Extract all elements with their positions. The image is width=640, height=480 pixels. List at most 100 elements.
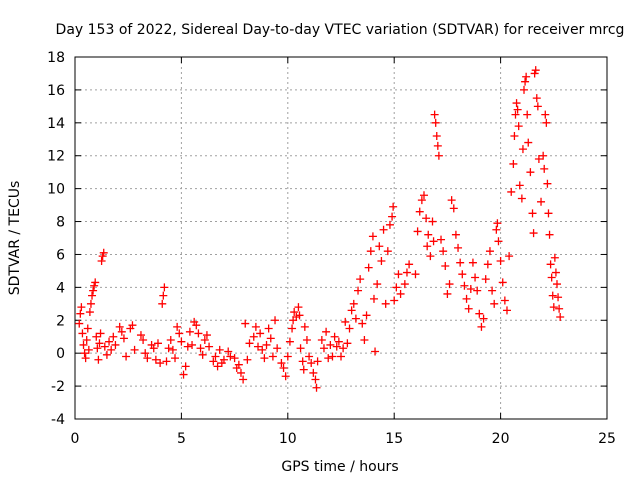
- data-point: [392, 283, 401, 292]
- data-point: [143, 354, 152, 363]
- data-point: [548, 291, 557, 300]
- data-point: [550, 253, 559, 262]
- axis-tick-labels: 0 5 10 15 20 25 -4 -2 0 2 4 6 8 10 12 14 16 18: [47, 50, 616, 447]
- data-point: [375, 242, 384, 251]
- data-point: [475, 309, 484, 318]
- data-point: [181, 362, 190, 371]
- data-point: [554, 293, 563, 302]
- data-point: [451, 230, 460, 239]
- data-point: [449, 204, 458, 213]
- data-point: [540, 164, 549, 173]
- data-point: [341, 317, 350, 326]
- data-point: [460, 281, 469, 290]
- data-point: [260, 354, 269, 363]
- data-point: [431, 118, 440, 127]
- data-point: [302, 336, 311, 345]
- data-point: [330, 332, 339, 341]
- data-point: [151, 355, 160, 364]
- data-point: [413, 227, 422, 236]
- data-point: [266, 334, 275, 343]
- data-point: [239, 375, 248, 384]
- data-point: [528, 209, 537, 218]
- data-point: [493, 219, 502, 228]
- y-axis-label: SDTVAR / TECUs: [7, 181, 23, 296]
- data-point: [219, 355, 228, 364]
- data-point: [234, 360, 243, 369]
- data-point: [159, 291, 168, 300]
- data-point: [285, 337, 294, 346]
- data-point: [428, 217, 437, 226]
- data-point: [543, 179, 552, 188]
- data-point: [505, 252, 514, 261]
- data-point: [545, 230, 554, 239]
- data-point: [533, 102, 542, 111]
- data-point: [488, 286, 497, 295]
- data-point: [394, 270, 403, 279]
- data-point: [215, 345, 224, 354]
- y-tick-label: 0: [56, 346, 65, 362]
- data-point: [273, 344, 282, 353]
- data-point: [546, 260, 555, 269]
- data-point: [552, 280, 561, 289]
- chart-title: Day 153 of 2022, Sidereal Day-to-day VTE…: [56, 22, 625, 38]
- data-point: [369, 294, 378, 303]
- data-point: [299, 365, 308, 374]
- x-axis-label: GPS time / hours: [281, 459, 398, 475]
- data-point: [430, 110, 439, 119]
- data-point: [262, 340, 271, 349]
- data-point: [96, 329, 105, 338]
- data-point: [168, 345, 177, 354]
- data-point: [82, 336, 91, 345]
- data-point: [164, 344, 173, 353]
- y-tick-label: 2: [56, 313, 65, 329]
- data-point: [411, 270, 420, 279]
- data-point: [368, 232, 377, 241]
- data-point: [515, 181, 524, 190]
- data-point: [371, 347, 380, 356]
- data-point: [202, 331, 211, 340]
- data-point: [539, 151, 548, 160]
- data-point: [496, 257, 505, 266]
- data-point: [512, 99, 521, 108]
- data-point: [514, 122, 523, 131]
- data-point: [354, 286, 363, 295]
- data-point: [236, 368, 245, 377]
- data-point: [549, 303, 558, 312]
- data-point: [402, 268, 411, 277]
- data-point: [531, 66, 540, 75]
- data-point: [99, 248, 108, 257]
- x-tick-label: 25: [598, 431, 616, 447]
- data-point: [283, 352, 292, 361]
- data-point: [200, 336, 209, 345]
- data-point: [290, 308, 299, 317]
- data-point: [324, 354, 333, 363]
- data-point: [447, 196, 456, 205]
- data-point: [158, 299, 167, 308]
- data-point: [473, 286, 482, 295]
- data-point: [77, 303, 86, 312]
- data-point: [511, 110, 520, 119]
- data-point: [95, 339, 104, 348]
- data-point: [313, 357, 322, 366]
- data-point: [279, 363, 288, 372]
- data-point: [396, 289, 405, 298]
- data-point: [160, 283, 169, 292]
- data-point: [271, 316, 280, 325]
- data-point: [462, 294, 471, 303]
- data-point: [88, 291, 97, 300]
- data-point: [556, 312, 565, 321]
- data-point: [196, 344, 205, 353]
- data-point: [85, 308, 94, 317]
- data-point: [332, 342, 341, 351]
- data-point: [532, 94, 541, 103]
- data-point: [122, 352, 131, 361]
- data-point: [456, 258, 465, 267]
- data-point: [464, 304, 473, 313]
- data-point: [81, 354, 90, 363]
- data-point: [119, 334, 128, 343]
- data-point: [343, 339, 352, 348]
- data-point: [441, 261, 450, 270]
- data-point: [153, 339, 162, 348]
- data-point: [188, 340, 197, 349]
- data-point: [502, 306, 511, 315]
